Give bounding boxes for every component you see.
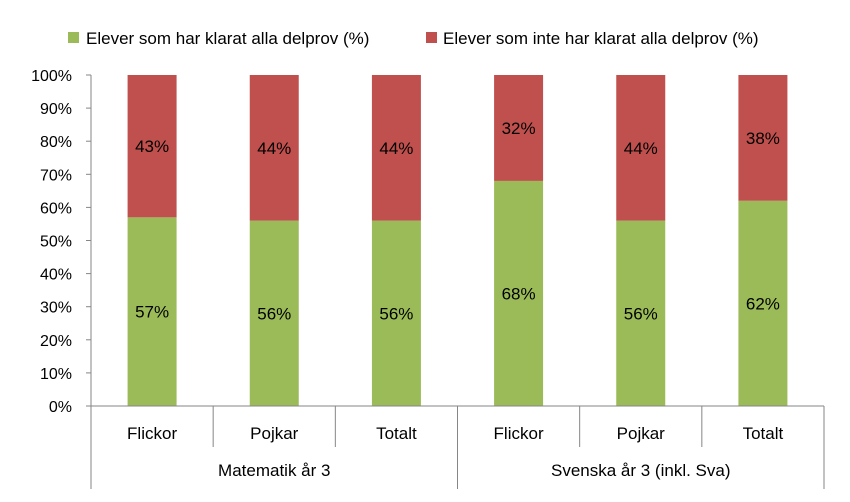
- bar-passed: [494, 180, 544, 406]
- y-tick-label: 0%: [49, 399, 72, 416]
- data-label-failed: 43%: [135, 137, 169, 156]
- x-category-label: Totalt: [376, 424, 417, 443]
- bar-failed: [494, 75, 544, 181]
- legend-label-failed: Elever som inte har klarat alla delprov …: [443, 29, 759, 48]
- x-category-label: Totalt: [743, 424, 784, 443]
- x-group-label: Matematik år 3: [218, 461, 330, 480]
- y-tick-label: 100%: [31, 68, 72, 85]
- data-label-passed: 56%: [624, 304, 658, 323]
- legend-label-passed: Elever som har klarat alla delprov (%): [86, 29, 369, 48]
- bar-failed: [127, 75, 177, 218]
- bar-failed: [371, 75, 421, 221]
- x-category-label: Flickor: [494, 424, 544, 443]
- y-tick-label: 10%: [40, 366, 72, 383]
- data-label-failed: 32%: [502, 119, 536, 138]
- data-label-passed: 68%: [502, 284, 536, 303]
- data-label-failed: 44%: [624, 139, 658, 158]
- y-axis: 0% 10% 20% 30% 40% 50% 60% 70% 80% 90% 100%: [31, 68, 92, 416]
- y-tick-label: 70%: [40, 167, 72, 184]
- bar-passed: [371, 220, 421, 406]
- y-tick-label: 90%: [40, 101, 72, 118]
- data-label-passed: 56%: [257, 304, 291, 323]
- y-tick-label: 50%: [40, 234, 72, 251]
- x-category-label: Pojkar: [250, 424, 299, 443]
- x-axis: Flickor Pojkar Totalt Flickor Pojkar Totalt Ma…: [90, 405, 825, 489]
- x-category-label: Pojkar: [617, 424, 666, 443]
- legend: Elever som har klarat alla delprov (%) E…: [68, 29, 759, 48]
- bar-passed: [738, 200, 788, 406]
- bar-failed: [616, 75, 666, 221]
- bar-passed: [127, 217, 177, 406]
- bars: 57% 43% 56% 44% 56% 44% 68% 32% 56% 44% 62% 38%: [127, 75, 788, 406]
- legend-swatch-failed: [426, 32, 437, 43]
- y-tick-label: 20%: [40, 333, 72, 350]
- y-tick-label: 30%: [40, 300, 72, 317]
- data-label-passed: 56%: [379, 304, 413, 323]
- data-label-failed: 44%: [379, 139, 413, 158]
- data-label-passed: 62%: [746, 294, 780, 313]
- data-label-failed: 38%: [746, 129, 780, 148]
- bar-passed: [616, 220, 666, 406]
- data-label-passed: 57%: [135, 303, 169, 322]
- y-tick-label: 80%: [40, 134, 72, 151]
- bar-failed: [738, 75, 788, 201]
- x-category-label: Flickor: [127, 424, 177, 443]
- y-tick-label: 40%: [40, 267, 72, 284]
- bar-passed: [249, 220, 299, 406]
- bar-failed: [249, 75, 299, 221]
- y-tick-label: 60%: [40, 200, 72, 217]
- x-group-label: Svenska år 3 (inkl. Sva): [551, 461, 731, 480]
- data-label-failed: 44%: [257, 139, 291, 158]
- legend-swatch-passed: [68, 32, 79, 43]
